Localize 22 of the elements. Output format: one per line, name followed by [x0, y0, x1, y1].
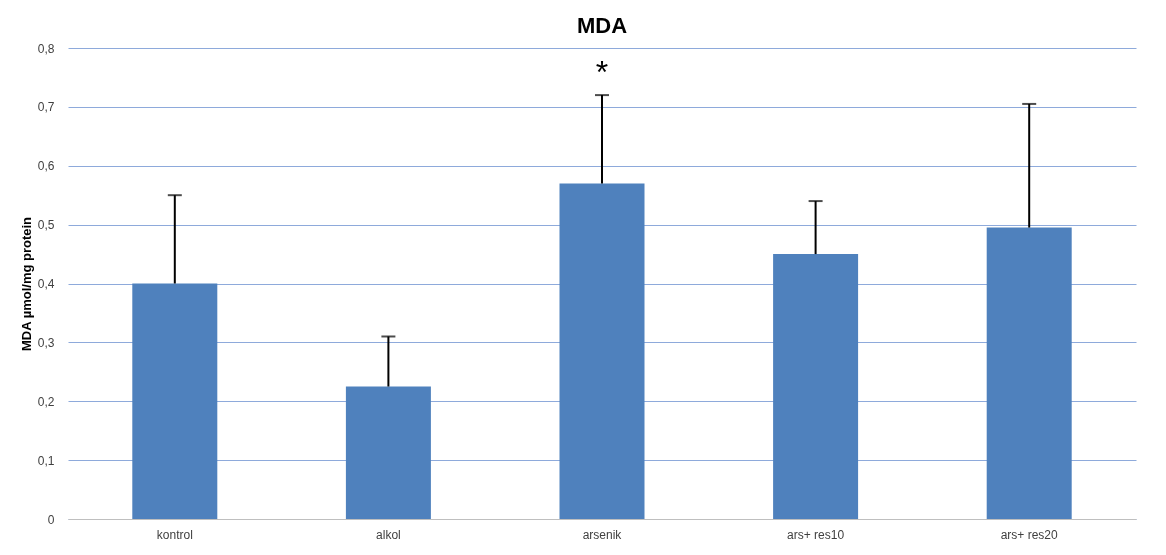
bar [132, 283, 218, 519]
chart-title: MDA [576, 13, 628, 38]
y-axis-title: MDA µmol/mg protein [18, 216, 34, 352]
x-tick-label: kontrol [156, 527, 193, 542]
y-tick-label: 0,5 [37, 218, 55, 233]
x-tick-label: arsenik [582, 527, 623, 542]
y-tick-label: 0,4 [37, 277, 55, 291]
y-tick-label: 0,1 [37, 453, 55, 468]
y-tick-label: 0,2 [37, 394, 55, 409]
y-tick-label: 0,8 [37, 41, 55, 56]
annotation: * [595, 54, 609, 91]
bar [773, 254, 859, 519]
bar [345, 386, 431, 519]
y-tick-label: 0,7 [37, 100, 55, 115]
y-tick-label: 0 [47, 512, 55, 527]
y-tick-label: 0,3 [37, 335, 55, 350]
x-tick-label: ars+ res20 [1000, 527, 1059, 542]
x-tick-label: ars+ res10 [787, 527, 845, 542]
y-tick-label: 0,6 [37, 159, 55, 174]
bar [986, 227, 1072, 519]
x-tick-label: alkol [376, 527, 401, 542]
bar [559, 183, 645, 519]
